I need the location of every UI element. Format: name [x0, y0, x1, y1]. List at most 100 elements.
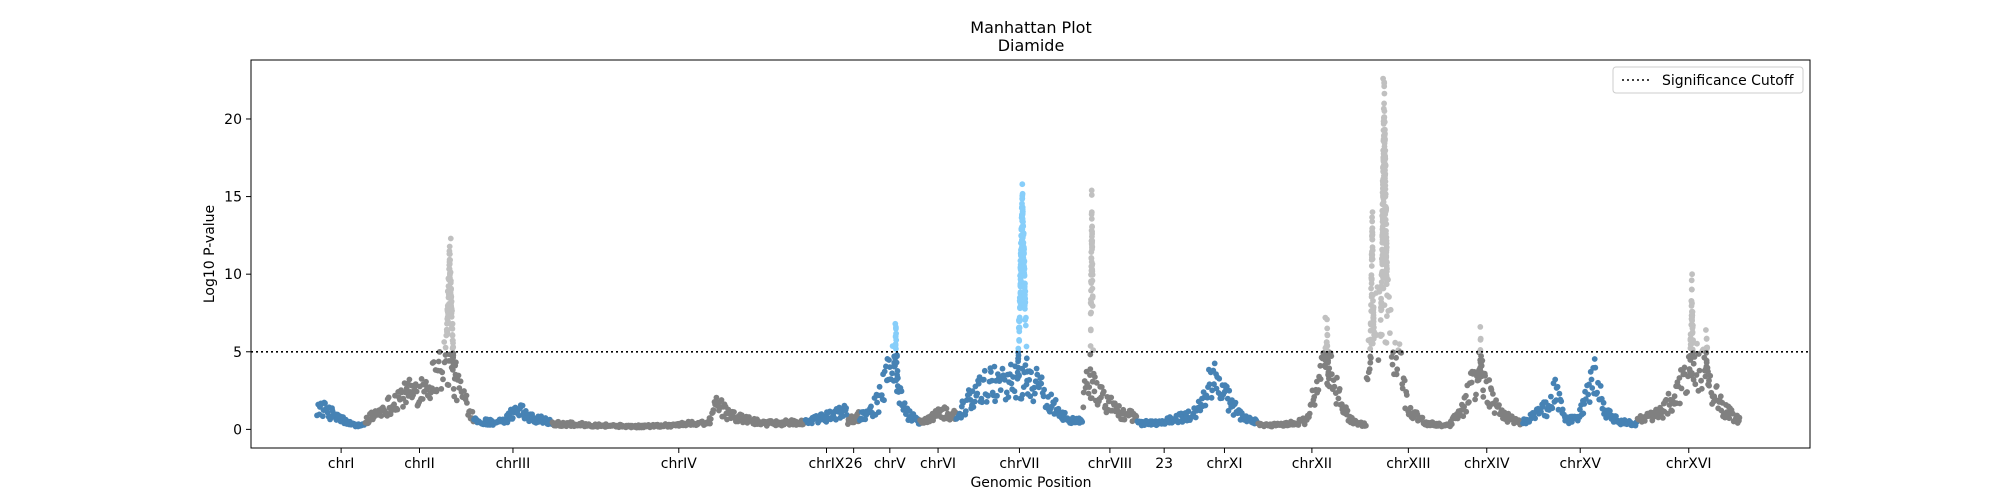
- snp-point: [1540, 403, 1546, 410]
- snp-point: [1463, 392, 1469, 399]
- snp-point: [1368, 291, 1375, 298]
- snp-point: [974, 390, 981, 397]
- snp-point: [449, 325, 456, 332]
- snp-point: [710, 407, 717, 413]
- snp-point: [1087, 366, 1094, 372]
- snp-point: [447, 251, 453, 257]
- snp-point: [433, 386, 440, 393]
- snp-point: [447, 235, 454, 242]
- chromosome-series-chrXIII: [1363, 75, 1453, 430]
- snp-point: [1698, 385, 1705, 392]
- snp-point: [442, 352, 449, 358]
- snp-point: [463, 392, 470, 399]
- snp-point: [1018, 232, 1025, 239]
- snp-point: [1008, 380, 1015, 387]
- snp-point: [1390, 349, 1396, 356]
- snp-point: [444, 313, 451, 320]
- snp-point: [1383, 272, 1390, 279]
- snp-point: [1401, 377, 1408, 384]
- snp-point: [1033, 365, 1040, 372]
- snp-point: [1549, 405, 1556, 412]
- snp-point: [707, 420, 713, 427]
- snp-point: [1678, 385, 1685, 392]
- snp-point: [440, 376, 446, 383]
- snp-point: [1323, 339, 1330, 346]
- snp-point: [894, 374, 901, 381]
- snp-point: [1322, 364, 1329, 371]
- snp-point: [1381, 162, 1387, 168]
- snp-point: [1367, 353, 1374, 360]
- x-tick-label: 23: [1155, 456, 1173, 472]
- snp-point: [322, 400, 328, 407]
- snp-point: [1377, 333, 1384, 339]
- snp-point: [1480, 394, 1487, 400]
- snp-point: [418, 376, 425, 382]
- snp-point: [894, 383, 901, 389]
- snp-point: [1703, 357, 1710, 364]
- snp-point: [1093, 379, 1100, 386]
- snp-point: [1367, 336, 1374, 343]
- snp-point: [713, 394, 720, 401]
- snp-point: [1091, 388, 1098, 395]
- snp-point: [1001, 376, 1008, 383]
- snp-point: [1088, 238, 1095, 244]
- x-tick-label: chrI: [328, 456, 354, 472]
- snp-point: [438, 386, 445, 392]
- snp-point: [971, 398, 978, 405]
- snp-point: [1038, 374, 1045, 381]
- snp-point: [1017, 264, 1024, 271]
- snp-point: [1380, 194, 1386, 200]
- snp-point: [444, 328, 450, 335]
- snp-point: [1396, 341, 1403, 347]
- snp-point: [894, 368, 901, 374]
- snp-point: [1062, 409, 1068, 416]
- snp-point: [1580, 410, 1587, 417]
- snp-point: [403, 385, 410, 392]
- snp-point: [1369, 218, 1376, 225]
- snp-point: [452, 371, 459, 378]
- snp-point: [1690, 360, 1697, 367]
- snp-point: [1592, 364, 1599, 371]
- snp-point: [1389, 361, 1396, 368]
- snp-point: [868, 403, 874, 410]
- snp-point: [435, 358, 442, 365]
- snp-point: [1369, 209, 1376, 216]
- snp-point: [1017, 305, 1023, 312]
- snp-point: [1108, 394, 1115, 401]
- snp-point: [1666, 402, 1673, 408]
- snp-point: [1371, 328, 1377, 335]
- snp-point: [1323, 344, 1329, 351]
- y-tick-label: 15: [224, 190, 242, 206]
- x-axis: chrI chrII chrIII chrIV chrIX 26 chrV chrVI chrV…: [328, 448, 1712, 472]
- snp-point: [969, 388, 976, 395]
- snp-point: [893, 324, 899, 331]
- snp-point: [413, 388, 420, 395]
- snp-point: [1021, 283, 1028, 290]
- snp-point: [1032, 390, 1038, 397]
- snp-point: [1382, 155, 1388, 162]
- snp-point: [1089, 285, 1096, 292]
- snp-point: [1381, 108, 1388, 114]
- chromosome-series-chrXV: [1520, 356, 1640, 429]
- chromosome-series-chrXVI: [1634, 271, 1743, 426]
- snp-point: [1419, 414, 1426, 421]
- snp-point: [446, 256, 453, 263]
- snp-point: [1018, 225, 1025, 232]
- snp-point: [1548, 393, 1554, 400]
- snp-point: [1382, 147, 1389, 154]
- snp-point: [1088, 209, 1095, 216]
- snp-point: [1690, 376, 1697, 383]
- snp-point: [1382, 126, 1388, 133]
- snp-point: [1689, 317, 1695, 324]
- snp-point: [464, 400, 470, 406]
- snp-point: [1486, 377, 1493, 383]
- snp-point: [1706, 377, 1712, 384]
- snp-point: [1477, 324, 1484, 330]
- snp-point: [1385, 308, 1392, 314]
- snp-point: [1367, 359, 1374, 366]
- y-tick-label: 20: [224, 112, 242, 128]
- snp-point: [1471, 369, 1478, 375]
- snp-point: [423, 378, 429, 385]
- snp-point: [457, 378, 464, 385]
- snp-point: [1088, 215, 1095, 222]
